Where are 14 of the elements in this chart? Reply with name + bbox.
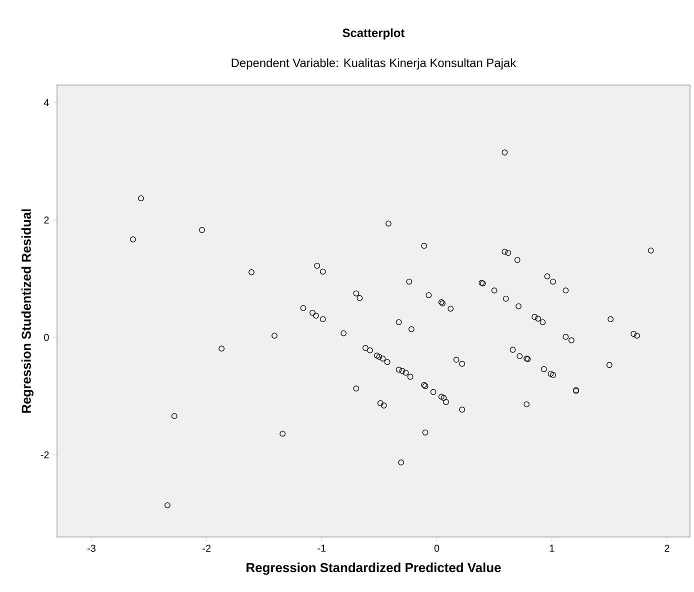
y-axis-title: Regression Studentized Residual	[21, 209, 34, 413]
chart-title: Scatterplot	[342, 28, 405, 40]
y-tick-label: 4	[44, 99, 49, 106]
chart-subtitle: Dependent Variable: Kualitas Kinerja Konsultan Pajak	[232, 58, 516, 70]
x-tick-label: -3	[88, 544, 96, 552]
x-tick-label: -1	[318, 544, 326, 552]
x-tick-label: -2	[202, 544, 211, 552]
x-tick-label: 0	[434, 544, 440, 552]
y-tick-label: 2	[44, 216, 49, 224]
x-tick-label: 1	[550, 544, 554, 552]
y-tick-label: -2	[40, 451, 49, 458]
x-tick-label: 2	[664, 544, 670, 552]
x-axis-title: Regression Standardized Predicted Value	[246, 562, 501, 575]
y-tick-label: 0	[44, 334, 49, 341]
